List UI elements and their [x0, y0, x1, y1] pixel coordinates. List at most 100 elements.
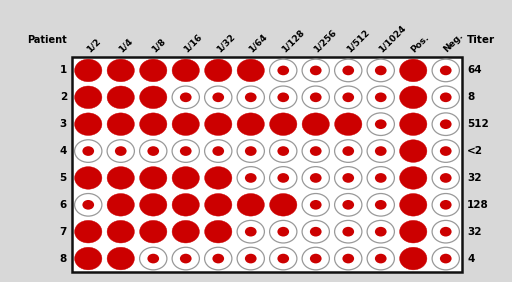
Ellipse shape [172, 86, 199, 109]
Text: 1/8: 1/8 [150, 37, 167, 54]
Text: 1/64: 1/64 [247, 32, 269, 54]
Ellipse shape [440, 200, 452, 210]
Ellipse shape [302, 59, 329, 82]
Ellipse shape [367, 59, 394, 82]
Ellipse shape [367, 140, 394, 162]
Ellipse shape [107, 247, 134, 270]
Ellipse shape [82, 146, 94, 156]
Ellipse shape [440, 66, 452, 75]
Text: 1/4: 1/4 [117, 37, 135, 54]
Text: Pos.: Pos. [410, 33, 431, 54]
Text: 4: 4 [59, 146, 67, 156]
Ellipse shape [432, 113, 459, 135]
Ellipse shape [172, 247, 199, 270]
Ellipse shape [205, 167, 232, 189]
Ellipse shape [343, 66, 354, 75]
Ellipse shape [270, 86, 297, 109]
Ellipse shape [82, 200, 94, 210]
Ellipse shape [237, 221, 264, 243]
Ellipse shape [270, 247, 297, 270]
Ellipse shape [375, 254, 387, 263]
Ellipse shape [375, 119, 387, 129]
Ellipse shape [432, 193, 459, 216]
Ellipse shape [375, 146, 387, 156]
Text: Neg.: Neg. [442, 31, 465, 54]
Ellipse shape [140, 167, 167, 189]
Ellipse shape [367, 221, 394, 243]
Ellipse shape [270, 193, 297, 216]
Ellipse shape [440, 146, 452, 156]
Ellipse shape [335, 193, 362, 216]
Ellipse shape [432, 247, 459, 270]
Ellipse shape [205, 221, 232, 243]
Ellipse shape [399, 167, 427, 189]
Ellipse shape [140, 113, 167, 135]
Text: Patient: Patient [27, 35, 67, 45]
Ellipse shape [278, 66, 289, 75]
Ellipse shape [107, 86, 134, 109]
Ellipse shape [399, 247, 427, 270]
Ellipse shape [107, 113, 134, 135]
Ellipse shape [140, 221, 167, 243]
Ellipse shape [310, 66, 322, 75]
Ellipse shape [180, 254, 191, 263]
Ellipse shape [335, 86, 362, 109]
Ellipse shape [107, 167, 134, 189]
Ellipse shape [107, 221, 134, 243]
Ellipse shape [367, 193, 394, 216]
Ellipse shape [245, 254, 257, 263]
Text: 1/128: 1/128 [280, 28, 306, 54]
Ellipse shape [270, 221, 297, 243]
Ellipse shape [75, 59, 102, 82]
Ellipse shape [75, 167, 102, 189]
Text: 8: 8 [59, 254, 67, 264]
Ellipse shape [172, 59, 199, 82]
Ellipse shape [440, 173, 452, 183]
Text: 6: 6 [59, 200, 67, 210]
Text: 1/256: 1/256 [312, 28, 338, 54]
Ellipse shape [212, 254, 224, 263]
Ellipse shape [237, 193, 264, 216]
Ellipse shape [278, 173, 289, 183]
Ellipse shape [375, 200, 387, 210]
Ellipse shape [302, 247, 329, 270]
Ellipse shape [278, 92, 289, 102]
Ellipse shape [205, 247, 232, 270]
Ellipse shape [115, 146, 126, 156]
Ellipse shape [245, 146, 257, 156]
Ellipse shape [212, 146, 224, 156]
Ellipse shape [75, 221, 102, 243]
Ellipse shape [310, 227, 322, 237]
Ellipse shape [343, 92, 354, 102]
Ellipse shape [205, 86, 232, 109]
Ellipse shape [399, 86, 427, 109]
Ellipse shape [278, 254, 289, 263]
Ellipse shape [237, 247, 264, 270]
Ellipse shape [212, 92, 224, 102]
Text: 1/2: 1/2 [84, 37, 102, 54]
Text: 64: 64 [467, 65, 482, 76]
Ellipse shape [245, 227, 257, 237]
Ellipse shape [375, 92, 387, 102]
Ellipse shape [237, 167, 264, 189]
Ellipse shape [172, 113, 199, 135]
Ellipse shape [172, 221, 199, 243]
Ellipse shape [343, 173, 354, 183]
Text: 1/512: 1/512 [345, 28, 371, 54]
Ellipse shape [432, 167, 459, 189]
Ellipse shape [172, 193, 199, 216]
Ellipse shape [172, 167, 199, 189]
Ellipse shape [367, 167, 394, 189]
Ellipse shape [335, 140, 362, 162]
Ellipse shape [440, 227, 452, 237]
Ellipse shape [302, 113, 329, 135]
Ellipse shape [205, 140, 232, 162]
Ellipse shape [140, 140, 167, 162]
Text: 3: 3 [59, 119, 67, 129]
Text: 7: 7 [59, 227, 67, 237]
Ellipse shape [310, 92, 322, 102]
Ellipse shape [343, 146, 354, 156]
Ellipse shape [172, 140, 199, 162]
Ellipse shape [335, 247, 362, 270]
Text: 4: 4 [467, 254, 475, 264]
